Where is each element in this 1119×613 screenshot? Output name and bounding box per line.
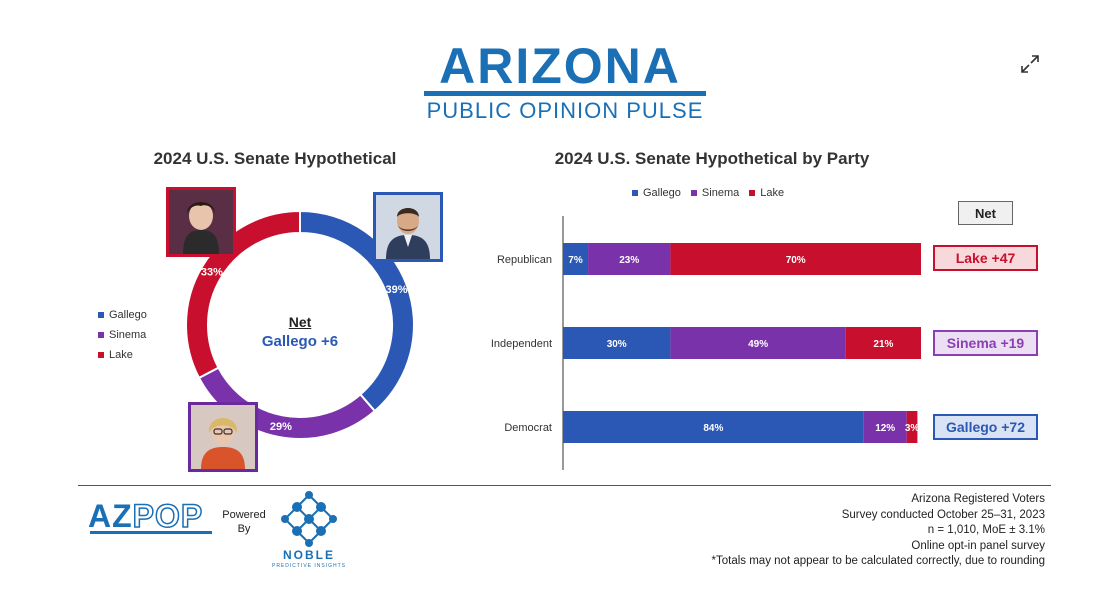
- candidate-photo-sinema: [188, 402, 258, 472]
- donut-chart-title: 2024 U.S. Senate Hypothetical: [153, 149, 397, 168]
- bar-label-independent-gallego: 30%: [607, 339, 627, 350]
- bar-legend-item-sinema: Sinema: [690, 186, 740, 200]
- powered-by-label: Powered By: [222, 509, 266, 535]
- bar-segment-republican-gallego: [563, 243, 589, 275]
- legend-item-lake: Lake: [98, 348, 147, 362]
- legend-swatch-sinema: [98, 332, 104, 338]
- candidate-photo-lake: [166, 187, 236, 257]
- footnote-line: Online opt-in panel survey: [911, 539, 1045, 552]
- bar-legend-swatch-sinema: [690, 190, 697, 196]
- noble-logo-subtitle: PREDICTIVE INSIGHTS: [271, 563, 346, 569]
- bar-label-independent-sinema: 49%: [748, 339, 768, 350]
- bar-legend-label-sinema: Sinema: [701, 187, 740, 199]
- bar-legend-item-lake: Lake: [749, 186, 784, 200]
- portrait-gallego-icon: [376, 195, 440, 259]
- azpop-logo-az: AZ: [88, 498, 133, 534]
- donut-net-value: Gallego +6: [261, 333, 339, 350]
- azpop-logo-underline: [90, 531, 212, 534]
- bar-segment-republican-sinema: [588, 243, 671, 275]
- donut-label-gallego: 39%: [385, 284, 407, 296]
- bar-label-republican-gallego: 7%: [568, 255, 583, 266]
- bar-legend: Gallego Sinema Lake: [632, 186, 784, 200]
- net-badge-republican: Lake +47: [933, 245, 1038, 271]
- azpop-logo-pop: POP: [132, 497, 204, 535]
- donut-legend: Gallego Sinema Lake: [98, 308, 147, 368]
- bar-segment-independent-sinema: [670, 327, 846, 359]
- azpop-logo: AZPOP: [88, 496, 203, 536]
- bar-segment-democrat-gallego: [563, 411, 864, 443]
- expand-icon[interactable]: [1018, 52, 1042, 76]
- brand-subtitle: PUBLIC OPINION PULSE: [426, 98, 704, 123]
- donut-net-label: Net: [288, 314, 312, 330]
- footnote-line: n = 1,010, MoE ± 3.1%: [927, 524, 1045, 536]
- stacked-bar-chart: Republican 7% 23% 70% Independent 30% 49% 21% De…: [491, 216, 921, 470]
- bar-label-democrat-sinema: 12%: [875, 423, 895, 434]
- portrait-lake-icon: [169, 190, 233, 254]
- footnote-line: Survey conducted October 25–31, 2023: [841, 508, 1045, 521]
- legend-item-gallego: Gallego: [98, 308, 147, 322]
- brand-divider: [424, 91, 706, 96]
- net-badge-independent: Sinema +19: [933, 330, 1038, 356]
- legend-swatch-gallego: [98, 312, 104, 318]
- brand-title: ARIZONA: [439, 38, 681, 94]
- bar-legend-item-gallego: Gallego: [632, 186, 681, 200]
- bar-segment-democrat-sinema: [863, 411, 907, 443]
- footnote-line: *Totals may not appear to be calculated …: [711, 555, 1045, 567]
- bar-label-independent-lake: 21%: [873, 339, 893, 350]
- bar-label-democrat-lake: 3%: [905, 423, 920, 434]
- bar-segment-independent-gallego: [563, 327, 671, 359]
- survey-footnotes: Arizona Registered Voters Survey conduct…: [712, 492, 1045, 570]
- candidate-photo-gallego: [373, 192, 443, 262]
- legend-label-gallego: Gallego: [109, 309, 147, 321]
- net-badge-democrat: Gallego +72: [933, 414, 1038, 440]
- bar-category-republican: Republican: [497, 254, 552, 266]
- net-header: Net: [958, 201, 1013, 225]
- bar-legend-swatch-gallego: [632, 190, 638, 196]
- legend-item-sinema: Sinema: [98, 328, 147, 342]
- noble-network-icon: [281, 491, 337, 547]
- bar-segment-independent-lake: [845, 327, 921, 359]
- portrait-sinema-icon: [191, 405, 255, 469]
- bar-segment-republican-lake: [670, 243, 921, 275]
- bar-category-democrat: Democrat: [504, 422, 552, 434]
- bar-legend-label-gallego: Gallego: [643, 187, 681, 199]
- bar-category-independent: Independent: [491, 338, 552, 350]
- bar-label-republican-lake: 70%: [786, 255, 806, 266]
- bar-legend-swatch-lake: [749, 190, 756, 196]
- donut-label-lake: 33%: [201, 267, 223, 279]
- bar-label-republican-sinema: 23%: [619, 255, 639, 266]
- bar-legend-label-lake: Lake: [760, 187, 785, 199]
- noble-logo-name: NOBLE: [283, 548, 335, 562]
- legend-label-sinema: Sinema: [109, 329, 147, 341]
- bar-chart-title: 2024 U.S. Senate Hypothetical by Party: [554, 149, 870, 168]
- bar-label-democrat-gallego: 84%: [703, 423, 723, 434]
- donut-label-sinema: 29%: [270, 421, 292, 433]
- legend-label-lake: Lake: [109, 349, 133, 361]
- expand-icon-glyph: [1021, 55, 1039, 73]
- legend-swatch-lake: [98, 352, 104, 358]
- footer-divider: [78, 485, 1051, 486]
- bar-segment-democrat-lake: [906, 411, 918, 443]
- footnote-line: Arizona Registered Voters: [911, 493, 1045, 505]
